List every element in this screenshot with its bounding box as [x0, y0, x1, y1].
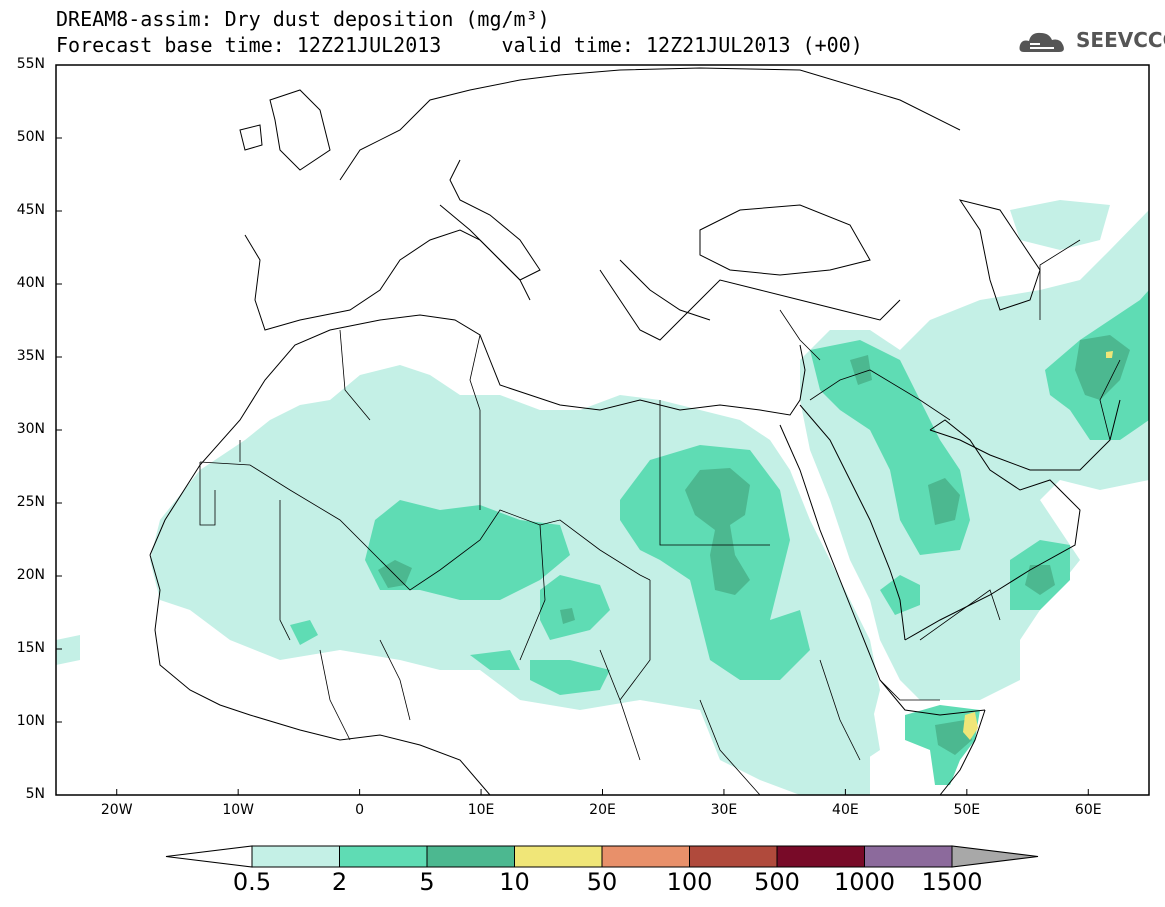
lat-label: 20N — [16, 567, 45, 583]
cloud-icon — [1019, 32, 1064, 52]
colorbar-swatch — [251, 845, 340, 868]
colorbar-label: 50 — [586, 868, 618, 896]
lon-label: 10W — [222, 802, 254, 818]
lat-label: 40N — [16, 275, 45, 291]
dust-contour-10 — [963, 351, 1113, 740]
colorbar-label: 100 — [666, 868, 713, 896]
colorbar-label: 1000 — [833, 868, 896, 896]
colorbar-under-triangle — [165, 845, 253, 868]
colorbar-swatch — [864, 845, 953, 868]
lat-label: 35N — [16, 348, 45, 364]
lon-label: 30E — [710, 802, 738, 818]
colorbar-swatch — [426, 845, 515, 868]
colorbar-swatch — [601, 845, 690, 868]
lat-label: 55N — [16, 56, 45, 72]
lat-label: 25N — [16, 494, 45, 510]
lat-label: 5N — [25, 786, 45, 802]
lon-label: 60E — [1074, 802, 1102, 818]
country-borders — [199, 239, 1121, 795]
lat-label: 30N — [16, 421, 45, 437]
chart-title: DREAM8-assim: Dry dust deposition (mg/m³… — [56, 7, 550, 31]
lat-label: 45N — [16, 202, 45, 218]
colorbar — [165, 845, 1039, 868]
logo-text: SEEVCCC — [1076, 28, 1165, 52]
colorbar-label: 1500 — [921, 868, 983, 896]
coastlines — [149, 67, 1121, 795]
colorbar-swatch — [689, 845, 778, 868]
colorbar-label: 10 — [499, 868, 530, 896]
colorbar-swatch — [514, 845, 603, 868]
colorbar-label: 500 — [754, 868, 800, 896]
lat-label: 15N — [16, 640, 45, 656]
lon-label: 0 — [355, 802, 365, 818]
lon-label: 10E — [467, 802, 495, 818]
chart-subtitle: Forecast base time: 12Z21JUL2013 valid t… — [56, 33, 863, 57]
colorbar-label: 0.5 — [232, 868, 272, 896]
lon-label: 20E — [589, 802, 616, 818]
colorbar-swatch — [339, 845, 428, 868]
lat-label: 50N — [16, 129, 45, 145]
colorbar-over-triangle — [951, 845, 1039, 868]
dust-contour-0.5 — [56, 200, 1149, 795]
lat-label: 10N — [16, 713, 45, 729]
lon-label: 40E — [832, 802, 859, 818]
colorbar-swatch — [776, 845, 865, 868]
lon-label: 20W — [100, 802, 133, 818]
colorbar-label: 2 — [331, 868, 348, 896]
lon-label: 50E — [953, 802, 981, 818]
colorbar-label: 5 — [419, 868, 435, 896]
dust-contour-2 — [290, 290, 1149, 785]
